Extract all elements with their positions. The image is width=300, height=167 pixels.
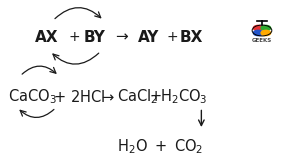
Circle shape [253,30,263,36]
Text: +: + [167,30,178,44]
Text: BY: BY [84,30,106,45]
Circle shape [261,30,271,36]
Text: $\rightarrow$: $\rightarrow$ [99,89,116,104]
Text: GEEKS: GEEKS [252,38,272,43]
Circle shape [261,25,271,31]
Text: $\mathrm{CaCO_3}$: $\mathrm{CaCO_3}$ [8,87,57,106]
Text: BX: BX [180,30,203,45]
Text: AY: AY [138,30,159,45]
Text: $\mathrm{+\ 2HCl}$: $\mathrm{+\ 2HCl}$ [53,89,105,105]
Text: →: → [115,30,128,45]
Text: AX: AX [35,30,59,45]
Circle shape [253,25,263,31]
Text: $\mathrm{H_2CO_3}$: $\mathrm{H_2CO_3}$ [160,87,208,106]
Text: $\mathrm{H_2O\ +\ CO_2}$: $\mathrm{H_2O\ +\ CO_2}$ [117,137,203,156]
Text: +: + [68,30,80,44]
Text: $\mathrm{+}$: $\mathrm{+}$ [148,89,161,104]
Text: $\mathrm{CaCl_2}$: $\mathrm{CaCl_2}$ [117,87,158,106]
